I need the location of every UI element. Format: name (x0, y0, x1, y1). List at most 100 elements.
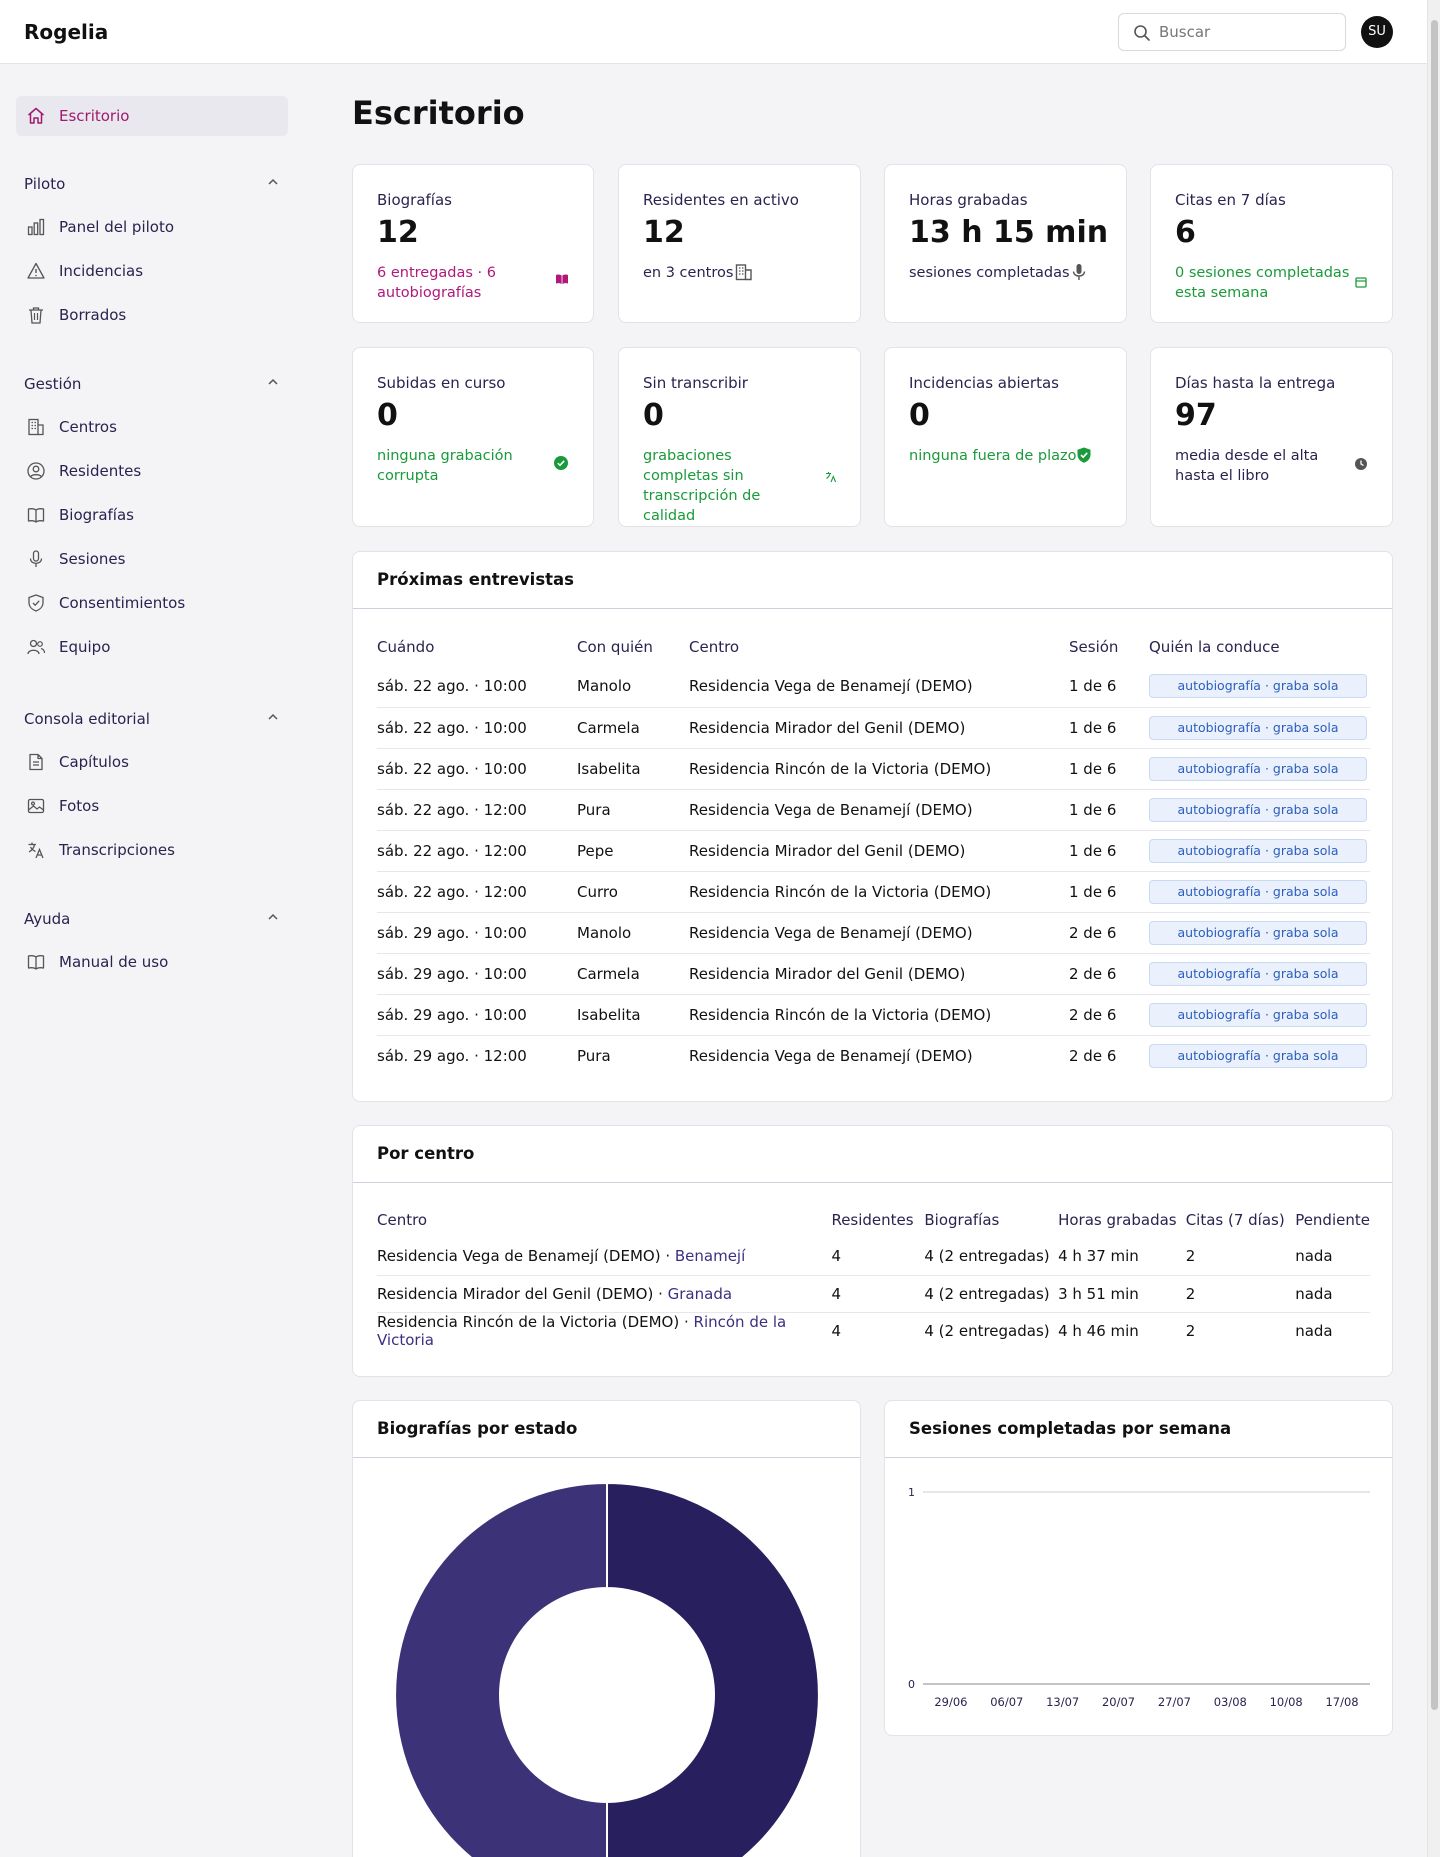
cell-when: sáb. 22 ago. · 10:00 (377, 747, 577, 789)
stat-card-dias-entrega[interactable]: Días hasta la entrega 97 media desde el … (1150, 347, 1393, 527)
sidebar-item-panel-piloto[interactable]: Panel del piloto (16, 207, 288, 247)
sidebar-item-manual[interactable]: Manual de uso (16, 942, 288, 982)
stat-value: 12 (377, 215, 419, 250)
sidebar-item-equipo[interactable]: Equipo (16, 627, 288, 667)
user-circle-icon (25, 460, 47, 482)
sidebar-item-label: Consentimientos (59, 594, 186, 612)
search-input[interactable] (1159, 20, 1339, 44)
user-avatar[interactable]: SU (1361, 16, 1393, 48)
chevron-up-icon[interactable] (266, 910, 280, 928)
table-row[interactable]: sáb. 22 ago. · 12:00 Curro Residencia Rinc… (377, 870, 1370, 912)
cell-center: Residencia Rincón de la Victoria (DEMO) … (377, 1311, 832, 1349)
conductor-tag: autobiografía · graba sola (1149, 920, 1367, 945)
cell-when: sáb. 29 ago. · 10:00 (377, 911, 577, 953)
stat-card-biografias[interactable]: Biografías 12 6 entregadas · 6 autobiogr… (352, 164, 594, 323)
section-ayuda[interactable]: Ayuda (24, 910, 280, 928)
cell-hours: 3 h 51 min (1058, 1274, 1186, 1312)
table-row[interactable]: sáb. 29 ago. · 10:00 Manolo Residencia Veg… (377, 911, 1370, 953)
stat-sub: sesiones completadas (909, 265, 1070, 281)
stat-card-horas[interactable]: Horas grabadas 13 h 15 min sesiones comp… (884, 164, 1127, 323)
cell-when: sáb. 22 ago. · 10:00 (377, 706, 577, 748)
sidebar-item-transcripciones[interactable]: Transcripciones (16, 830, 288, 870)
cell-center: Residencia Mirador del Genil (DEMO) · Gr… (377, 1274, 832, 1312)
table-row[interactable]: sáb. 22 ago. · 12:00 Pura Residencia Vega … (377, 788, 1370, 830)
cell-center: Residencia Rincón de la Victoria (DEMO) (689, 993, 1069, 1035)
center-city-link[interactable]: Rincón de la Victoria (377, 1312, 787, 1349)
cell-appts: 2 (1185, 1311, 1296, 1349)
section-consola-editorial[interactable]: Consola editorial (24, 710, 280, 728)
sidebar-item-borrados[interactable]: Borrados (16, 295, 288, 335)
table-row[interactable]: sáb. 22 ago. · 10:00 Carmela Residencia Mi… (377, 706, 1370, 748)
chevron-up-icon[interactable] (266, 375, 280, 393)
cell-bios: 4 (2 entregadas) (924, 1311, 1059, 1349)
cell-session: 1 de 6 (1069, 677, 1117, 696)
upcoming-interviews-card: Próximas entrevistas Cuándo Con quién Ce… (352, 551, 1393, 1102)
table-row[interactable]: Residencia Mirador del Genil (DEMO) · Gr… (377, 1274, 1370, 1312)
center-city-link[interactable]: Granada (667, 1284, 733, 1303)
table-row[interactable]: sáb. 22 ago. · 10:00 Manolo Residencia Veg… (377, 666, 1370, 707)
column-header: Centro (377, 1211, 428, 1229)
sidebar-item-label: Sesiones (59, 550, 126, 568)
sidebar-item-centros[interactable]: Centros (16, 407, 288, 447)
conductor-tag: autobiografía · graba sola (1149, 715, 1367, 740)
table-row[interactable]: sáb. 29 ago. · 10:00 Isabelita Residencia … (377, 993, 1370, 1035)
sidebar-item-biografias[interactable]: Biografías (16, 495, 288, 535)
book-icon (25, 951, 47, 973)
table-row[interactable]: Residencia Vega de Benamejí (DEMO) · Ben… (377, 1238, 1370, 1275)
cell-when: sáb. 29 ago. · 10:00 (377, 993, 577, 1035)
table-row[interactable]: sáb. 22 ago. · 12:00 Pepe Residencia Mirad… (377, 829, 1370, 871)
sidebar-item-sesiones[interactable]: Sesiones (16, 539, 288, 579)
section-title: Consola editorial (24, 710, 150, 728)
table-row[interactable]: sáb. 29 ago. · 10:00 Carmela Residencia Mi… (377, 952, 1370, 994)
top-bar: Rogelia SU (0, 0, 1427, 64)
page-scrollbar[interactable] (1427, 0, 1440, 1857)
cell-center: Residencia Mirador del Genil (DEMO) (689, 829, 1069, 871)
section-gestion[interactable]: Gestión (24, 375, 280, 393)
sidebar-item-incidencias[interactable]: Incidencias (16, 251, 288, 291)
bar-chart-icon (25, 216, 47, 238)
stat-card-incidencias[interactable]: Incidencias abiertas 0 ninguna fuera de … (884, 347, 1127, 527)
cell-center: Residencia Vega de Benamejí (DEMO) (689, 677, 973, 696)
cell-session: 2 de 6 (1069, 911, 1149, 953)
app-brand[interactable]: Rogelia (24, 20, 109, 44)
building-icon (735, 263, 752, 281)
conductor-tag: autobiografía · graba sola (1149, 1002, 1367, 1027)
table-row[interactable]: sáb. 22 ago. · 10:00 Isabelita Residencia … (377, 747, 1370, 789)
scrollbar-thumb[interactable] (1431, 20, 1438, 1710)
stat-card-sin-transcribir[interactable]: Sin transcribir 0 grabaciones completas … (618, 347, 861, 527)
cell-residents: 4 (831, 1247, 841, 1266)
stat-label: Residentes en activo (643, 191, 799, 209)
sidebar-item-fotos[interactable]: Fotos (16, 786, 288, 826)
cell-center: Residencia Mirador del Genil (DEMO) (689, 706, 1069, 748)
stat-value: 0 (909, 398, 930, 433)
cell-center: Residencia Rincón de la Victoria (DEMO) (689, 747, 1069, 789)
column-header: Cuándo (377, 638, 435, 656)
chevron-up-icon[interactable] (266, 710, 280, 728)
table-row[interactable]: sáb. 29 ago. · 12:00 Pura Residencia Vega … (377, 1034, 1370, 1076)
sidebar-item-label: Borrados (59, 306, 127, 324)
donut-slice[interactable] (394, 1481, 608, 1857)
card-title: Próximas entrevistas (377, 570, 574, 589)
section-piloto[interactable]: Piloto (24, 175, 280, 193)
conductor-tag: autobiografía · graba sola (1149, 1043, 1367, 1068)
document-icon (25, 751, 47, 773)
x-tick-label: 27/07 (1158, 1695, 1191, 1709)
stat-card-subidas[interactable]: Subidas en curso 0 ninguna grabación cor… (352, 347, 594, 527)
sidebar-item-label: Capítulos (59, 753, 129, 771)
stat-card-residentes[interactable]: Residentes en activo 12 en 3 centros (618, 164, 861, 323)
page-title: Escritorio (352, 94, 525, 132)
chevron-up-icon[interactable] (266, 175, 280, 193)
table-header-row: Centro Residentes Biografías Horas graba… (377, 1202, 1370, 1238)
sidebar-item-capitulos[interactable]: Capítulos (16, 742, 288, 782)
sidebar-item-escritorio[interactable]: Escritorio (16, 96, 288, 136)
conductor-tag: autobiografía · graba sola (1149, 756, 1367, 781)
sidebar-item-residentes[interactable]: Residentes (16, 451, 288, 491)
center-city-link[interactable]: Benamejí (674, 1247, 746, 1266)
cell-session: 1 de 6 (1069, 829, 1149, 871)
sidebar-item-consentimientos[interactable]: Consentimientos (16, 583, 288, 623)
stat-value: 0 (643, 398, 664, 433)
search-box[interactable] (1118, 13, 1346, 51)
table-row[interactable]: Residencia Rincón de la Victoria (DEMO) … (377, 1311, 1370, 1349)
stat-card-citas[interactable]: Citas en 7 días 6 0 sesiones completadas… (1150, 164, 1393, 323)
donut-slice[interactable] (606, 1481, 820, 1857)
